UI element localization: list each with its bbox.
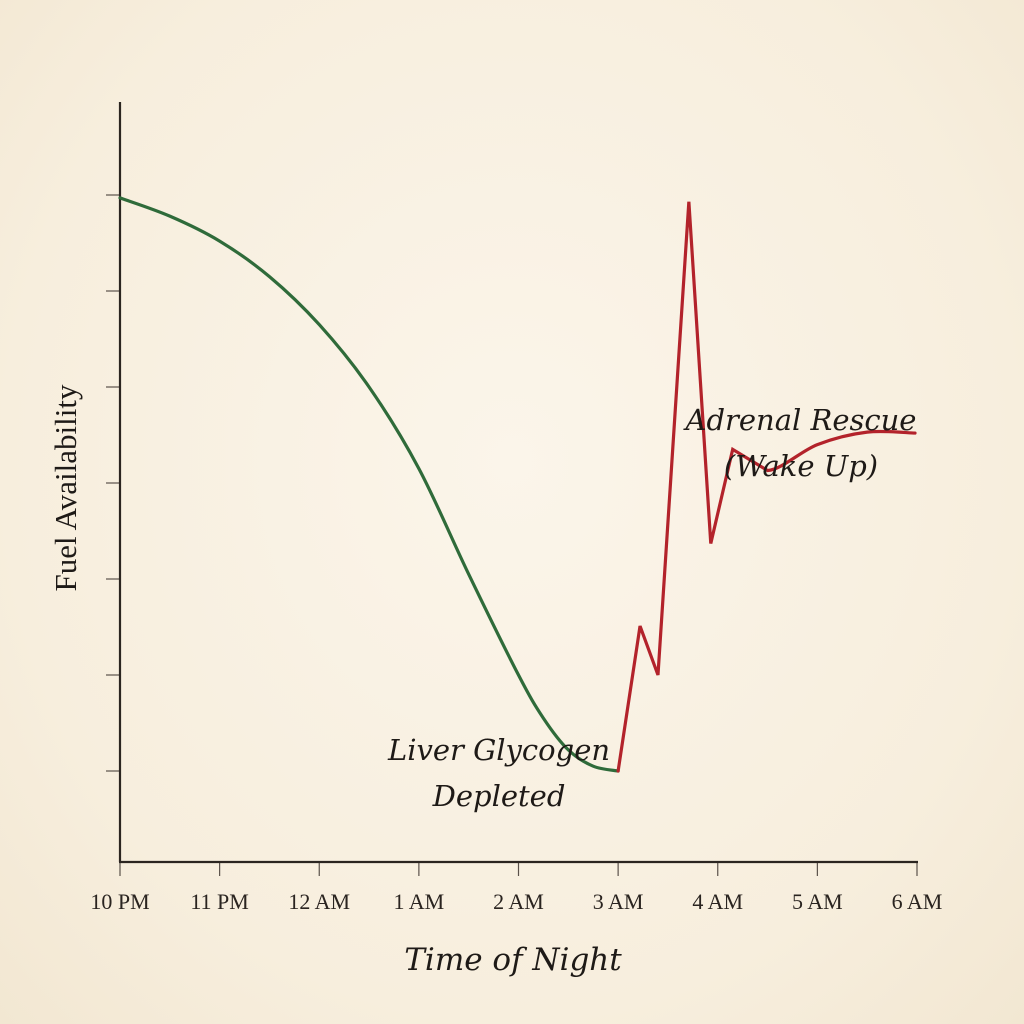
x-tick-label: 12 AM	[288, 889, 350, 914]
glycogen-line	[118, 196, 620, 773]
x-tick-label: 5 AM	[792, 889, 843, 914]
x-tick-label: 11 PM	[190, 889, 248, 914]
y-axis-title: Fuel Availability	[48, 384, 83, 591]
x-tick-label: 6 AM	[892, 889, 943, 914]
y-axis-ticks	[106, 194, 120, 772]
x-axis-tick-labels: 10 PM 11 PM 12 AM 1 AM 2 AM 3 AM 4 AM 5 AM 6 AM	[90, 889, 942, 914]
x-tick-label: 2 AM	[493, 889, 544, 914]
annotation-glycogen-line1: Liver Glycogen	[387, 733, 610, 767]
x-tick-label: 3 AM	[593, 889, 644, 914]
annotation-adrenal-line1: Adrenal Rescue	[683, 403, 917, 437]
adrenal-rescue-line	[616, 201, 917, 773]
x-tick-label: 10 PM	[90, 889, 149, 914]
x-tick-label: 4 AM	[692, 889, 743, 914]
x-axis-ticks	[119, 862, 918, 876]
x-tick-label: 1 AM	[394, 889, 445, 914]
x-axis-title: Time of Night	[404, 942, 622, 978]
annotation-glycogen-line2: Depleted	[432, 779, 566, 813]
annotation-adrenal-line2: (Wake Up)	[724, 449, 878, 483]
